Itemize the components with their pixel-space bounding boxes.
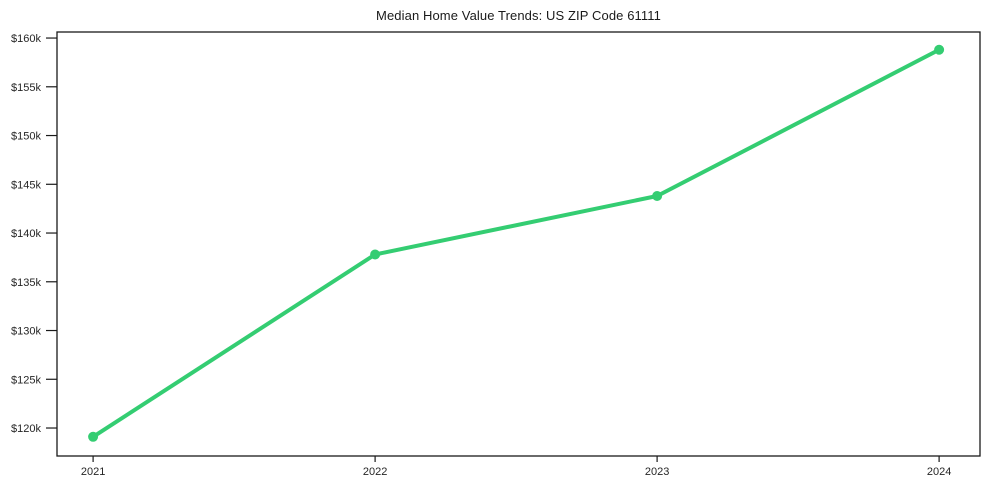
y-tick-label: $150k xyxy=(11,131,41,143)
axes-box xyxy=(56,31,981,457)
data-point-marker xyxy=(934,44,945,55)
x-tick-label: 2024 xyxy=(927,466,951,478)
data-point-marker xyxy=(88,431,99,442)
chart-title: Median Home Value Trends: US ZIP Code 61… xyxy=(376,8,661,23)
data-point-marker xyxy=(652,190,663,201)
y-tick-label: $135k xyxy=(11,277,41,289)
y-tick-label: $120k xyxy=(11,423,41,435)
x-tick-label: 2023 xyxy=(645,466,669,478)
trend-line xyxy=(91,47,942,439)
x-tick-label: 2022 xyxy=(363,466,387,478)
data-point-marker xyxy=(370,249,381,260)
x-tick-label: 2021 xyxy=(81,466,105,478)
y-tick-label: $125k xyxy=(11,374,41,386)
y-tick-label: $140k xyxy=(11,228,41,240)
y-tick-label: $155k xyxy=(11,82,41,94)
y-tick-label: $130k xyxy=(11,326,41,338)
y-tick-label: $145k xyxy=(11,179,41,191)
y-tick-label: $160k xyxy=(11,33,41,45)
